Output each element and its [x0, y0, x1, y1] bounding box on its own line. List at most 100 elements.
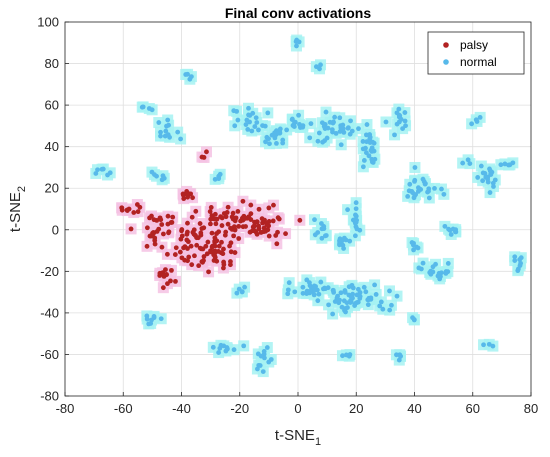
data-point-palsy [241, 216, 247, 222]
data-point-normal [352, 233, 358, 239]
data-point-normal [260, 369, 266, 374]
data-point-normal [316, 130, 322, 136]
data-point-palsy [181, 196, 187, 202]
data-point-normal [487, 190, 493, 195]
data-point-palsy [199, 226, 205, 231]
data-point-normal [415, 245, 421, 251]
data-point-palsy [206, 269, 211, 275]
data-point-normal [357, 294, 363, 299]
data-point-normal [445, 261, 451, 266]
data-point-normal [156, 120, 162, 125]
data-point-palsy [180, 191, 186, 197]
data-point-normal [337, 242, 342, 248]
data-point-normal [480, 178, 486, 184]
data-point-normal [348, 294, 354, 300]
data-point-palsy [228, 249, 234, 255]
data-point-palsy [219, 215, 225, 221]
data-point-normal [490, 343, 496, 349]
data-point-normal [341, 246, 346, 251]
y-tick-label: 0 [52, 222, 59, 237]
data-point-normal [234, 290, 240, 296]
data-point-palsy [152, 241, 158, 247]
data-point-normal [426, 195, 432, 201]
data-point-normal [217, 171, 223, 177]
data-point-normal [245, 126, 251, 132]
chart-title: Final conv activations [225, 5, 371, 21]
data-point-normal [416, 265, 422, 271]
data-point-palsy [152, 235, 158, 241]
data-point-normal [364, 122, 370, 127]
data-point-normal [260, 123, 265, 129]
data-point-palsy [240, 198, 246, 204]
data-point-palsy [189, 214, 195, 220]
data-point-palsy [212, 250, 218, 255]
data-point-normal [490, 180, 496, 186]
data-point-palsy [251, 223, 257, 229]
axis-ticks: -80 -60 -40 -20 0 20 40 60 80 -80 -60 -40 -20 0 20 40 60… [37, 15, 538, 417]
data-point-normal [263, 139, 268, 145]
data-point-normal [473, 117, 479, 123]
data-point-normal [323, 109, 329, 115]
y-axis-label-base: t-SNE [7, 192, 24, 232]
data-point-normal [338, 290, 344, 296]
data-point-palsy [165, 281, 170, 287]
data-point-normal [347, 238, 353, 244]
data-point-palsy [177, 249, 183, 255]
data-point-normal [313, 64, 319, 70]
data-point-normal [246, 112, 251, 118]
data-point-normal [383, 119, 389, 125]
y-tick-label: 80 [45, 56, 59, 71]
data-point-normal [512, 254, 518, 260]
legend-marker-normal [443, 59, 449, 65]
data-point-palsy [166, 229, 172, 235]
data-point-palsy [270, 218, 276, 224]
data-point-normal [442, 223, 448, 229]
data-point-normal [481, 342, 486, 348]
data-point-normal [369, 145, 375, 151]
data-point-palsy [204, 149, 209, 155]
data-point-normal [296, 39, 302, 45]
data-point-palsy [212, 240, 218, 245]
data-point-palsy [233, 215, 239, 221]
y-tick-label: -40 [40, 305, 59, 320]
data-point-normal [149, 107, 155, 113]
data-point-normal [216, 176, 222, 182]
data-point-palsy [209, 244, 215, 250]
data-point-palsy [248, 202, 254, 208]
data-points [93, 37, 524, 374]
data-point-normal [360, 164, 366, 170]
data-point-palsy [256, 206, 262, 212]
data-point-palsy [209, 230, 215, 236]
data-point-normal [322, 122, 328, 127]
data-point-palsy [137, 204, 143, 210]
data-point-normal [394, 293, 400, 299]
legend-label-palsy: palsy [460, 38, 488, 52]
x-tick-label: 40 [407, 401, 421, 416]
data-point-normal [338, 142, 344, 148]
data-point-palsy [271, 202, 276, 208]
data-point-palsy [161, 273, 167, 279]
data-point-normal [166, 122, 171, 128]
data-point-normal [361, 284, 367, 290]
data-point-palsy [119, 207, 125, 213]
data-point-normal [420, 260, 426, 266]
data-point-normal [373, 292, 379, 297]
data-point-normal [339, 304, 345, 310]
data-point-palsy [230, 210, 236, 216]
data-point-palsy [144, 243, 150, 249]
legend-marker-palsy [443, 42, 449, 48]
data-point-normal [411, 247, 416, 253]
data-point-normal [235, 117, 241, 123]
data-point-palsy [214, 258, 220, 264]
data-point-normal [324, 135, 330, 141]
data-point-normal [320, 139, 326, 145]
data-point-normal [387, 307, 393, 313]
data-point-normal [341, 235, 347, 241]
data-point-palsy [181, 245, 186, 251]
data-point-normal [477, 114, 483, 120]
data-point-palsy [208, 221, 213, 227]
data-point-normal [217, 345, 223, 351]
data-point-palsy [252, 219, 257, 225]
data-point-palsy [283, 231, 288, 237]
data-point-palsy [225, 221, 231, 227]
